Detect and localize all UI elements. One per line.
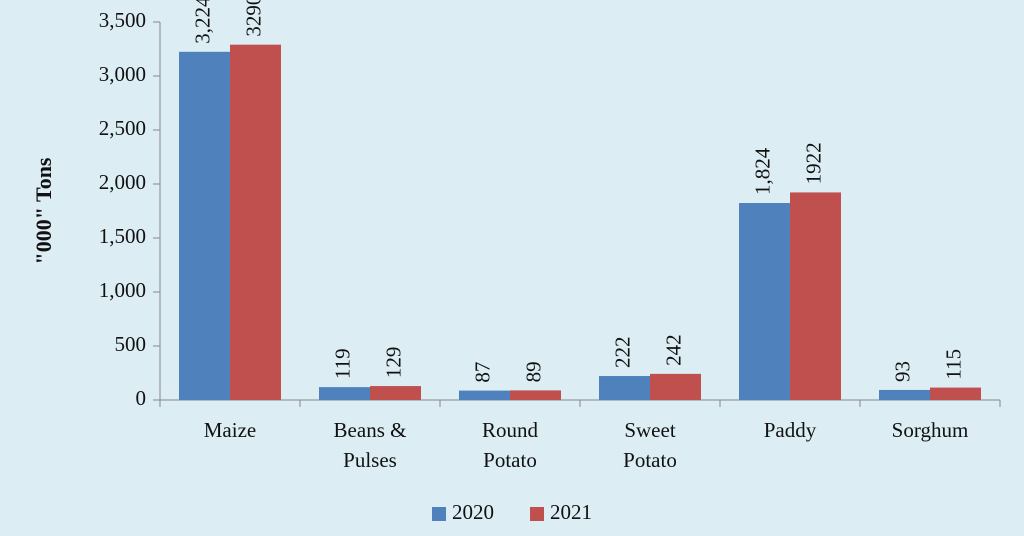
legend-label: 2020 [452, 500, 494, 524]
y-tick-label: 3,000 [99, 62, 146, 86]
legend-swatch [432, 507, 446, 521]
bar [599, 376, 650, 400]
bar [459, 390, 510, 400]
y-tick-label: 1,500 [99, 224, 146, 248]
y-tick-label: 500 [115, 332, 147, 356]
bar [930, 387, 981, 400]
value-label: 3,224 [190, 0, 214, 44]
bar [790, 192, 841, 400]
value-label: 242 [661, 334, 685, 366]
x-tick-label: Beans & Pulses [334, 418, 407, 472]
value-label: 93 [890, 361, 914, 382]
value-label: 87 [470, 362, 494, 383]
y-tick-label: 0 [136, 386, 147, 410]
x-tick-label: Round Potato [482, 418, 539, 472]
value-label: 119 [330, 348, 354, 379]
bar [179, 51, 230, 401]
value-label: 1922 [801, 142, 825, 184]
x-tick-label-line: Potato [623, 448, 677, 472]
x-tick-label: Sweet Potato [623, 418, 677, 472]
x-tick-label: Sorghum [892, 418, 969, 442]
x-tick-label-line: Sweet [624, 418, 675, 442]
x-tick-label-line: Potato [483, 448, 537, 472]
bar [319, 387, 370, 400]
x-tick-label-line: Round [482, 418, 539, 442]
bar [230, 44, 281, 401]
bar [739, 203, 790, 400]
bar [510, 390, 561, 400]
y-axis-title: "000" Tons [31, 157, 56, 264]
x-tick-label-line: Sorghum [892, 418, 969, 442]
y-tick-label: 2,000 [99, 170, 146, 194]
x-tick-label: Paddy [764, 418, 817, 442]
bar [370, 386, 421, 400]
y-tick-label: 1,000 [99, 278, 146, 302]
x-tick-label: Maize [204, 418, 256, 442]
legend-swatch [530, 507, 544, 521]
x-tick-label-line: Maize [204, 418, 256, 442]
bar [650, 373, 701, 400]
value-label: 3290 [241, 0, 265, 37]
legend-label: 2021 [550, 500, 592, 524]
x-tick-label-line: Beans & [334, 418, 407, 442]
value-label: 222 [610, 337, 634, 369]
x-tick-label-line: Paddy [764, 418, 817, 442]
x-tick-label-line: Pulses [343, 448, 397, 472]
y-tick-label: 2,500 [99, 116, 146, 140]
bar [879, 389, 930, 400]
value-label: 129 [381, 347, 405, 379]
value-label: 115 [941, 349, 965, 380]
value-label: 1,824 [750, 147, 774, 195]
value-label: 89 [521, 361, 545, 382]
y-tick-label: 3,500 [99, 8, 146, 32]
